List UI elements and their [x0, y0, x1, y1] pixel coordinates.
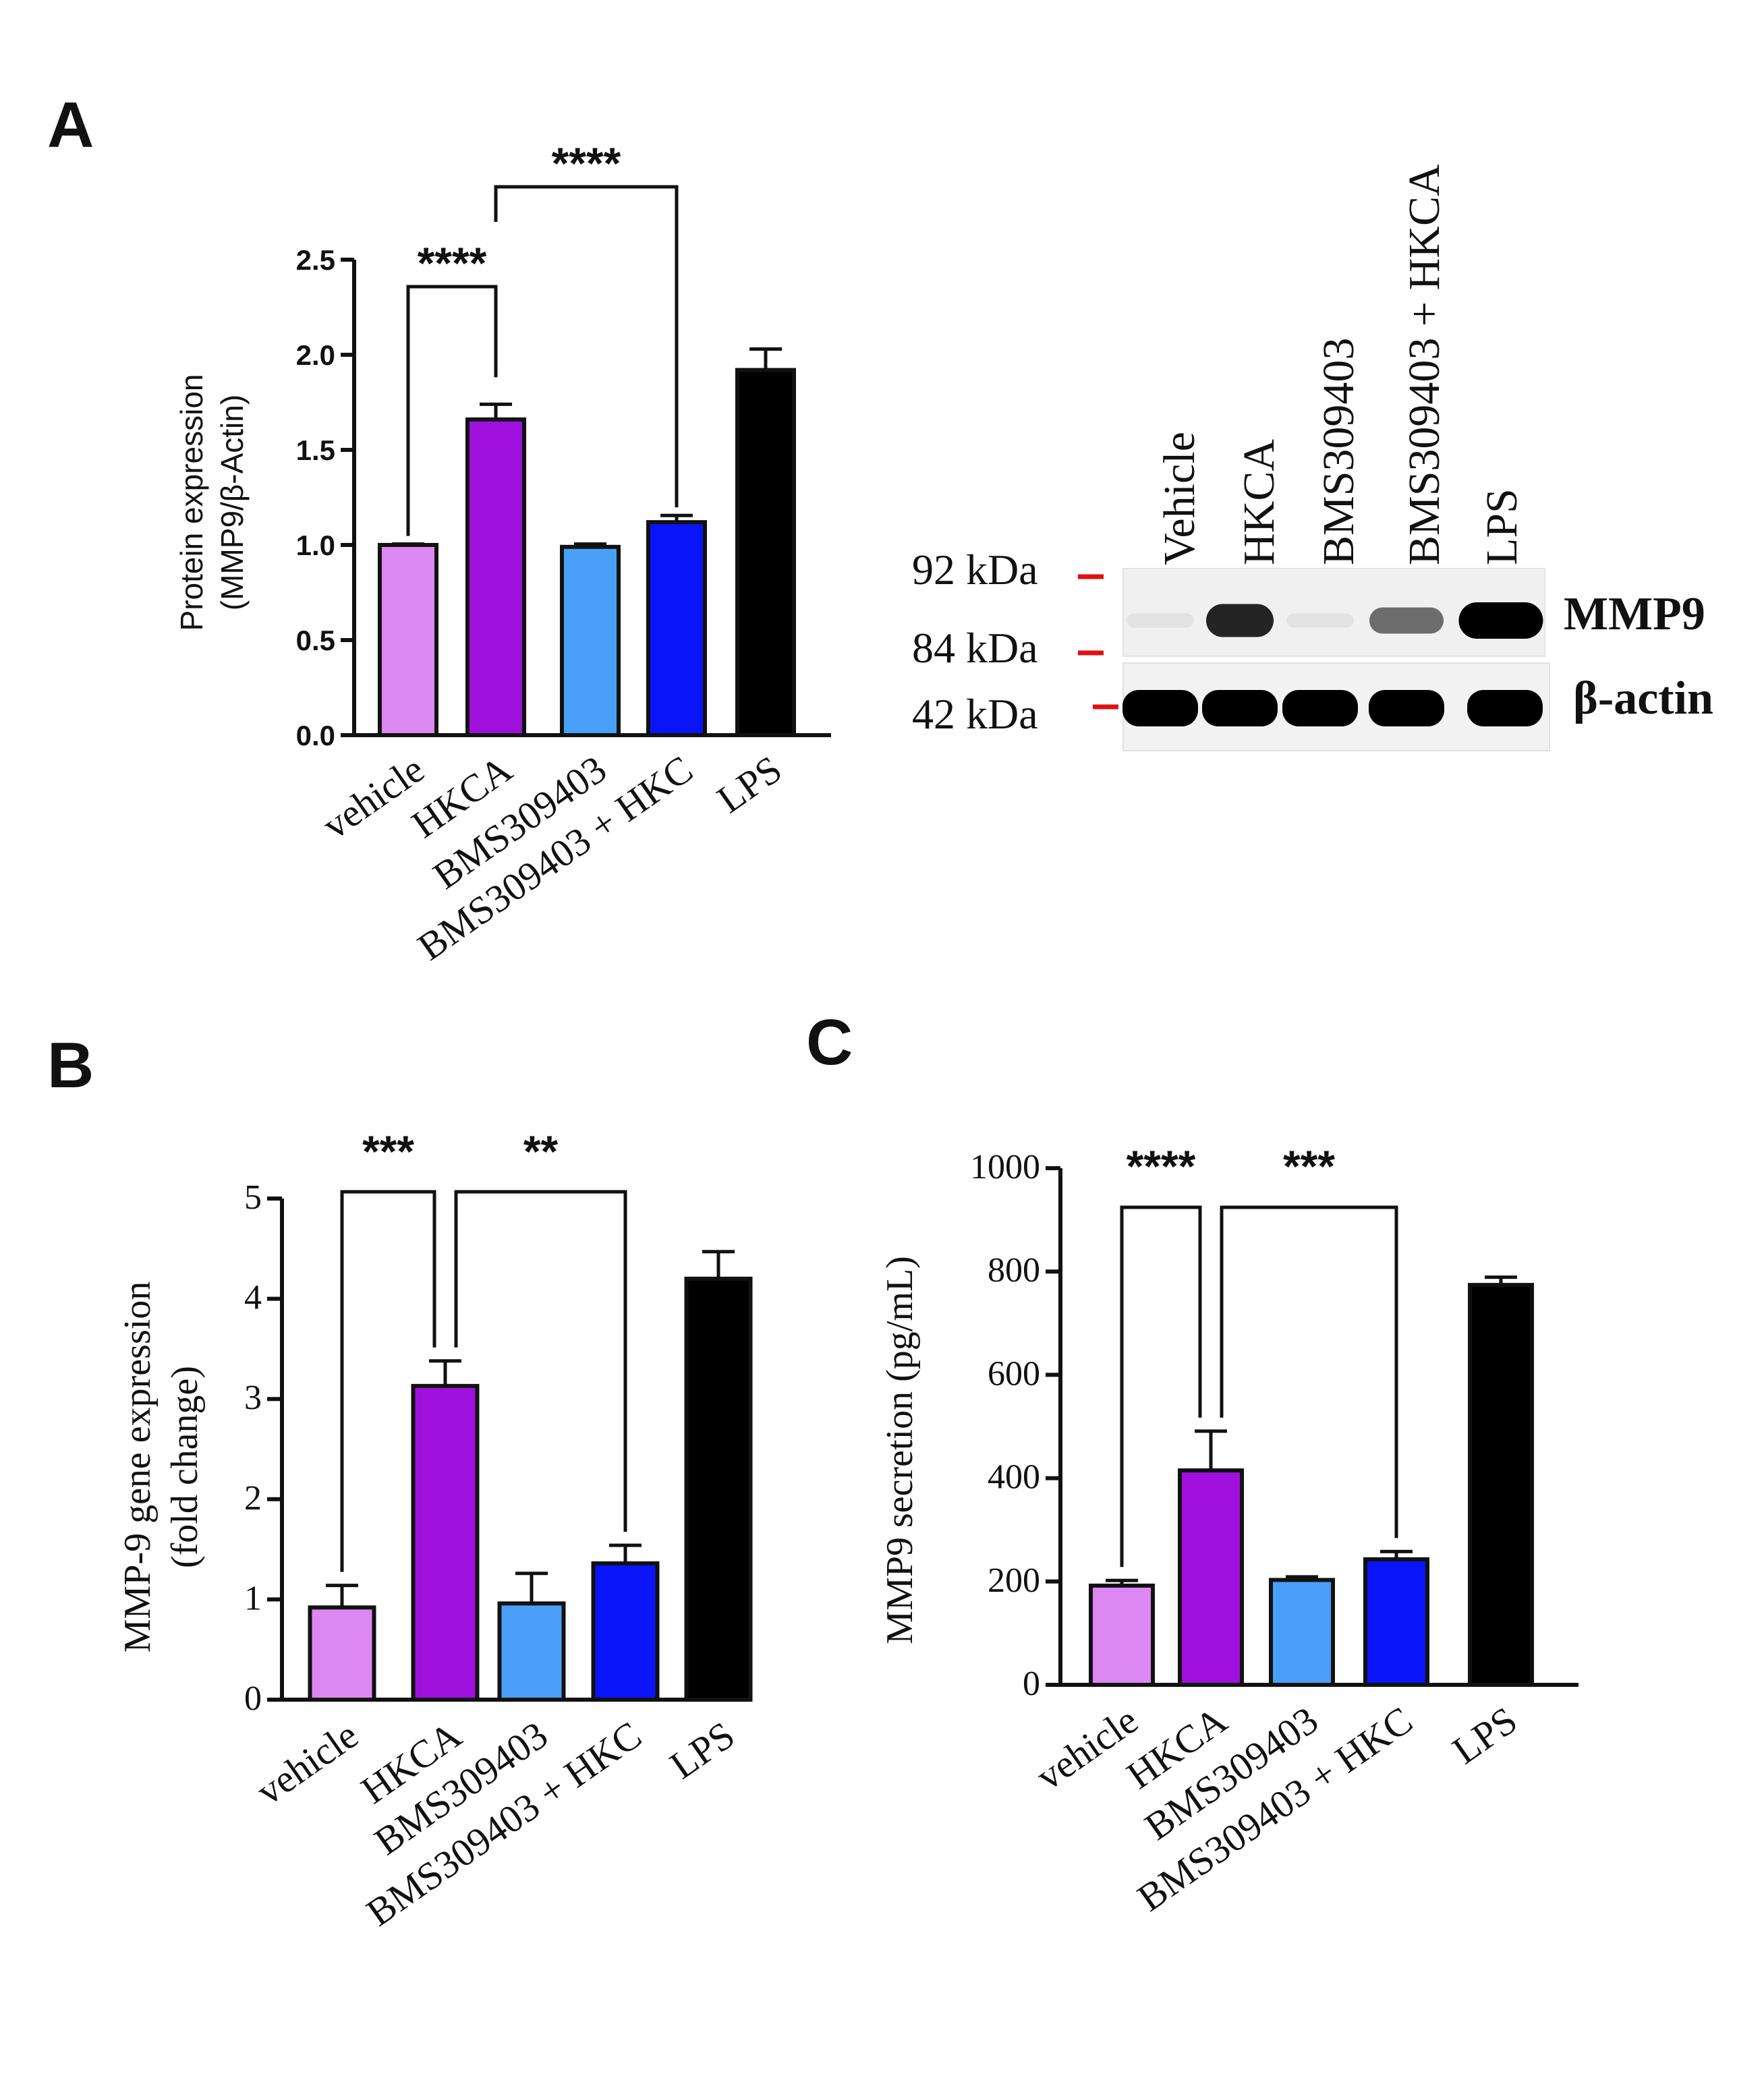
bar-c-vehicle [1089, 1583, 1155, 1687]
mmp9-band-bms309403-hkca [1369, 607, 1444, 634]
y-tick-label-a-2: 1.0 [296, 529, 335, 561]
bar-a-vehicle [378, 543, 438, 737]
y-ticks-c: 0 200 400 600 800 1000 [970, 1148, 1060, 1703]
mmp9-band-vehicle [1127, 613, 1194, 628]
panel-label-c: C [806, 1006, 853, 1078]
protein-label-beta-actin: β-actin [1573, 672, 1713, 724]
y-ticks-a: 0.0 0.5 1.0 1.5 2.0 2.5 [296, 244, 354, 751]
y-tick-label-b-0: 0 [244, 1679, 262, 1718]
actin-band-bms309403 [1282, 690, 1358, 726]
bars-a [378, 368, 796, 737]
y-tick-label-c-0: 0 [1023, 1665, 1040, 1703]
error-bars-a [392, 347, 782, 547]
significance-bracket-c-1 [1120, 1205, 1202, 1567]
bar-b-hkca [411, 1383, 480, 1702]
significance-label-c-2: *** [1283, 1141, 1335, 1191]
y-tick-label-b-4: 4 [244, 1279, 262, 1317]
ylabel-b-line1: MMP-9 gene expression [117, 1281, 159, 1653]
y-tick-label-a-3: 1.5 [296, 434, 335, 466]
bar-c-lps [1468, 1283, 1534, 1687]
x-categories-a: vehicle HKCA BMS309403 BMS309403 + HKC L… [314, 747, 789, 969]
y-tick-label-b-3: 3 [244, 1379, 262, 1417]
ylabel-c: MMP9 secretion (pg/mL) [879, 1256, 921, 1644]
bar-c-bms309403 [1269, 1578, 1335, 1687]
panel-label-b: B [47, 1029, 94, 1101]
error-bars-c [1106, 1275, 1517, 1586]
significance-bracket-a-2 [494, 185, 679, 508]
bar-b-bms309403 [497, 1601, 566, 1702]
ylabel-a-line1: Protein expression [174, 374, 209, 631]
y-tick-label-c-5: 1000 [970, 1148, 1040, 1186]
significance-bracket-c-2 [1220, 1205, 1398, 1538]
significance-label-a-2: **** [552, 138, 621, 188]
bar-b-vehicle [308, 1605, 376, 1702]
y-tick-label-c-4: 800 [988, 1251, 1040, 1290]
mmp9-band-hkca [1206, 604, 1274, 637]
bar-a-lps [735, 368, 796, 737]
y-tick-label-b-2: 2 [244, 1479, 262, 1518]
marker-label-84kda: 84 kDa [912, 624, 1038, 672]
x-categories-b: vehicle HKCA BMS309403 BMS309403 + HKC L… [248, 1712, 742, 1934]
x-category-b-lps: LPS [662, 1712, 742, 1787]
ylabel-b-line2: (fold change) [164, 1366, 206, 1568]
actin-band-vehicle [1122, 690, 1198, 726]
actin-band-bms309403-hkca [1369, 690, 1444, 726]
panel-label-a: A [47, 89, 94, 161]
y-tick-label-a-1: 0.5 [296, 625, 335, 656]
significance-bracket-b-2 [454, 1190, 627, 1532]
bar-b-bms309403-hkc [591, 1561, 660, 1702]
ylabel-a-line2: (MMP9/β-Actin) [215, 395, 250, 610]
bar-c-hkca [1178, 1468, 1244, 1688]
significance-bracket-a-1 [406, 285, 498, 536]
bars-c [1089, 1283, 1534, 1688]
bar-c-bms309403-hkc [1363, 1557, 1429, 1688]
bar-a-bms309403-hkc [646, 520, 707, 737]
panel-a: A Protein expression (MMP9/β-Actin) 0.00… [47, 89, 831, 969]
bars-b [308, 1276, 753, 1702]
x-category-b-vehicle: vehicle [248, 1712, 366, 1813]
bar-a-bms309403 [560, 544, 621, 737]
panel-c: C MMP9 secretion (pg/mL) 0 200 400 600 800 10… [806, 1006, 1578, 1920]
error-bars-b [326, 1250, 735, 1608]
significance-label-c-1: **** [1127, 1141, 1196, 1191]
y-ticks-b: 0 1 2 3 4 5 [244, 1178, 282, 1718]
lane-label-bms309403: BMS309403 [1314, 338, 1363, 565]
panel-b: B MMP-9 gene expression (fold change) 0 1… [47, 1029, 753, 1934]
lane-label-lps: LPS [1477, 488, 1527, 565]
lane-label-vehicle: Vehicle [1155, 432, 1204, 565]
protein-label-mmp9: MMP9 [1564, 588, 1705, 640]
x-category-c-lps: LPS [1444, 1698, 1525, 1773]
x-categories-c: vehicle HKCA BMS309403 BMS309403 + HKC L… [1028, 1698, 1525, 1920]
y-tick-label-a-0: 0.0 [296, 720, 335, 751]
significance-label-b-2: ** [523, 1126, 559, 1176]
lane-label-hkca: HKCA [1234, 439, 1284, 565]
y-tick-label-b-5: 5 [244, 1178, 262, 1217]
x-category-c-vehicle: vehicle [1028, 1698, 1145, 1798]
lane-label-bms309403-hkca: BMS309403 + HKCA [1400, 164, 1449, 565]
mmp9-band-bms309403 [1286, 613, 1354, 628]
y-tick-label-a-5: 2.5 [296, 244, 335, 276]
mmp9-band-lps [1458, 602, 1543, 639]
significance-label-a-1: **** [418, 238, 487, 288]
bar-a-hkca [465, 417, 526, 737]
y-tick-label-a-4: 2.0 [296, 339, 335, 371]
x-category-a-lps: LPS [709, 747, 789, 822]
marker-label-42kda: 42 kDa [912, 690, 1038, 738]
significance-bracket-b-1 [340, 1190, 436, 1572]
y-tick-label-c-2: 400 [988, 1458, 1040, 1497]
y-tick-label-c-1: 200 [988, 1561, 1040, 1600]
bar-b-lps [684, 1276, 753, 1702]
western-blot: Vehicle HKCA BMS309403 BMS309403 + HKCA … [912, 164, 1713, 751]
marker-label-92kda: 92 kDa [912, 546, 1038, 594]
y-tick-label-b-1: 1 [244, 1579, 262, 1617]
y-tick-label-c-3: 600 [988, 1354, 1040, 1393]
x-category-a-vehicle: vehicle [314, 747, 432, 847]
actin-band-hkca [1202, 690, 1278, 726]
actin-band-lps [1467, 690, 1543, 726]
significance-label-b-1: *** [362, 1126, 414, 1176]
